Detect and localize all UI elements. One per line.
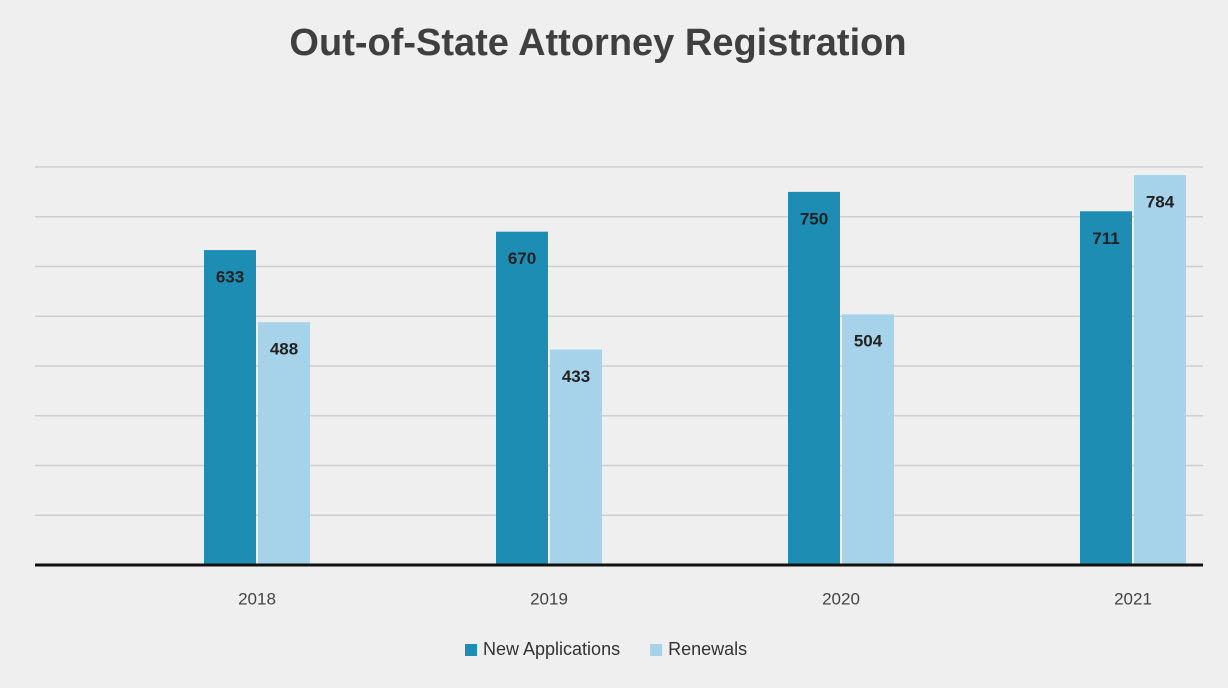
bar xyxy=(842,314,894,565)
data-label: 784 xyxy=(1146,192,1175,211)
data-label: 488 xyxy=(270,340,298,359)
x-tick-label: 2021 xyxy=(1114,589,1152,608)
data-label: 711 xyxy=(1092,229,1119,248)
data-label: 670 xyxy=(508,249,536,268)
data-label: 433 xyxy=(562,367,590,386)
legend-swatch xyxy=(650,644,663,656)
x-tick-label: 2018 xyxy=(238,589,276,608)
bar xyxy=(1080,211,1132,565)
data-label: 633 xyxy=(216,268,244,287)
data-label: 750 xyxy=(800,209,828,228)
x-tick-label: 2019 xyxy=(530,589,568,608)
data-label: 504 xyxy=(854,332,883,351)
bar xyxy=(496,231,548,566)
chart-title: Out-of-State Attorney Registration xyxy=(289,22,906,64)
legend-swatch xyxy=(465,644,477,656)
legend-label: New Applications xyxy=(483,639,620,659)
bar xyxy=(258,322,310,565)
x-tick-label: 2020 xyxy=(822,589,860,608)
bar xyxy=(788,191,840,565)
bar xyxy=(550,349,602,565)
bar xyxy=(204,250,256,565)
legend-label: Renewals xyxy=(668,639,747,659)
bar xyxy=(1134,174,1186,565)
